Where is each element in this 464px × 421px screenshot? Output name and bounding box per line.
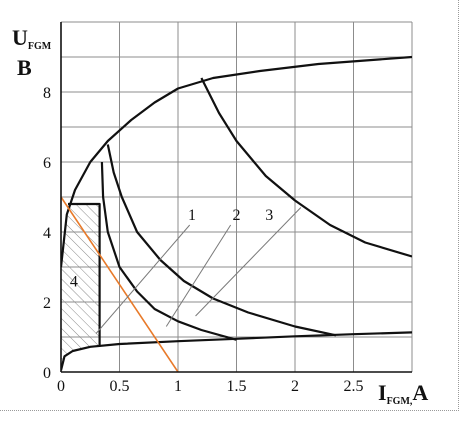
series-curve-3 [200,77,412,258]
region-4-hatch [61,204,100,372]
y-axis-title: UFGM [12,25,52,52]
x-axis-sub: FGM, [387,396,413,407]
x-tick-label: 1.5 [227,378,247,395]
x-axis-unit: A [412,380,428,405]
x-axis-main: I [378,380,387,405]
series-curve-1 [100,161,237,341]
y-tick-label: 6 [43,155,51,172]
y-tick-label: 4 [43,225,51,242]
x-axis-title: IFGM,A [378,380,428,407]
curve-label-3: 3 [265,207,273,224]
load-line [61,196,179,372]
curve-label-1: 1 [188,207,196,224]
y-axis-main: U [12,25,28,50]
curve-label-4: 4 [70,273,78,290]
leader-line-3 [195,207,302,317]
y-axis-sub: FGM [28,41,52,52]
y-tick-label: 2 [43,295,51,312]
axes [60,22,412,373]
curve-label-2: 2 [233,207,241,224]
lower-limit-curve [61,331,412,371]
x-tick-label: 0 [57,378,65,395]
x-tick-label: 2 [291,378,299,395]
y-tick-label: 0 [43,365,51,382]
x-tick-label: 0.5 [110,378,130,395]
leader-line-2 [165,224,232,327]
x-tick-label: 2.5 [344,378,364,395]
leader-line-1 [95,224,191,334]
series-curve-2 [106,144,337,337]
grid [60,21,413,373]
x-tick-label: 1 [174,378,182,395]
y-axis-unit: B [17,55,32,80]
region-4-border [68,202,101,347]
upper-limit-curve [61,55,412,268]
figure-frame [0,0,459,411]
y-tick-label: 8 [43,85,51,102]
